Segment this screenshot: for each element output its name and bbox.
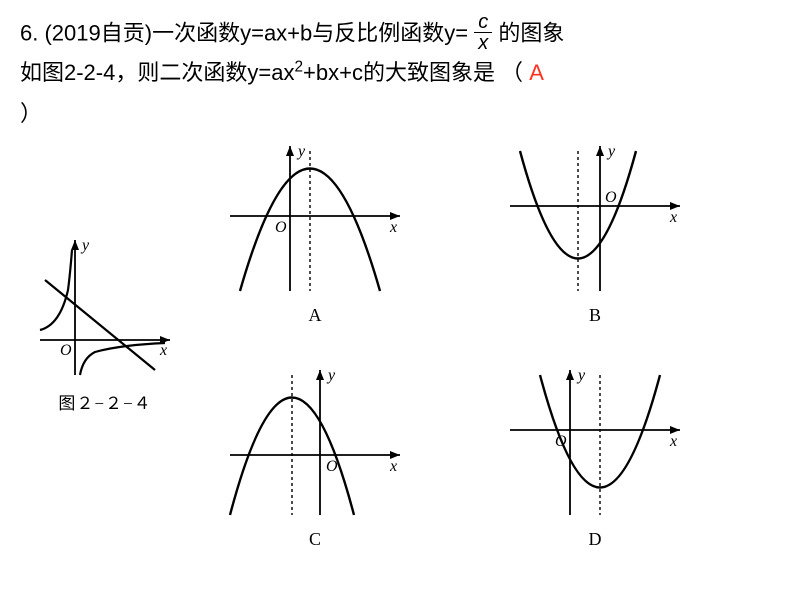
question-number: 6. [20, 20, 38, 45]
figure-B: O x y B [500, 136, 690, 326]
figure-C-svg: O x y [220, 360, 410, 520]
given-figure-svg: O x y [30, 230, 180, 380]
given-figure: O x y 图２−２−４ [30, 230, 180, 414]
y-label-A: y [296, 143, 306, 160]
frac-num: c [474, 12, 492, 33]
y-label-D: y [576, 367, 586, 384]
figure-D-label: D [500, 529, 690, 550]
y-label: y [80, 237, 90, 254]
figure-A-label: A [220, 305, 410, 326]
o-label: O [60, 342, 72, 359]
figure-A: O x y A [220, 136, 410, 326]
x-label: x [159, 342, 167, 359]
x-label-D: x [669, 433, 677, 450]
question-source: (2019自贡) [44, 20, 152, 45]
y-label-B: y [606, 143, 616, 160]
figure-C: O x y C [220, 360, 410, 550]
x-label-C: x [389, 458, 397, 475]
question-line-3: ） [20, 96, 42, 131]
figure-A-svg: O x y [220, 136, 410, 296]
q-text-3: 如图2-2-4，则二次函数y=ax [20, 60, 294, 85]
x-label-B: x [669, 209, 677, 226]
frac-den: x [474, 33, 492, 53]
fraction: c x [474, 12, 492, 53]
figure-C-label: C [220, 529, 410, 550]
figure-D: O x y D [500, 360, 690, 550]
question-line-2: 如图2-2-4，则二次函数y=ax2+bx+c的大致图象是 （ A [20, 55, 544, 90]
y-label-C: y [326, 367, 336, 384]
o-label-B: O [605, 189, 617, 206]
x-label-A: x [389, 219, 397, 236]
figure-B-svg: O x y [500, 136, 690, 296]
figure-D-svg: O x y [500, 360, 690, 520]
q-text-2: 的图象 [498, 20, 564, 45]
q-text-4: +bx+c的大致图象是 （ [303, 60, 523, 85]
figure-B-label: B [500, 305, 690, 326]
superscript: 2 [294, 59, 303, 76]
q-text-1: 一次函数y=ax+b与反比例函数y= [152, 20, 468, 45]
answer: A [529, 60, 544, 85]
o-label-A: O [275, 219, 287, 236]
question-line-1: 6. (2019自贡)一次函数y=ax+b与反比例函数y= c x 的图象 [20, 14, 564, 55]
given-figure-label: 图２−２−４ [30, 389, 180, 414]
close-paren: ） [20, 101, 42, 126]
